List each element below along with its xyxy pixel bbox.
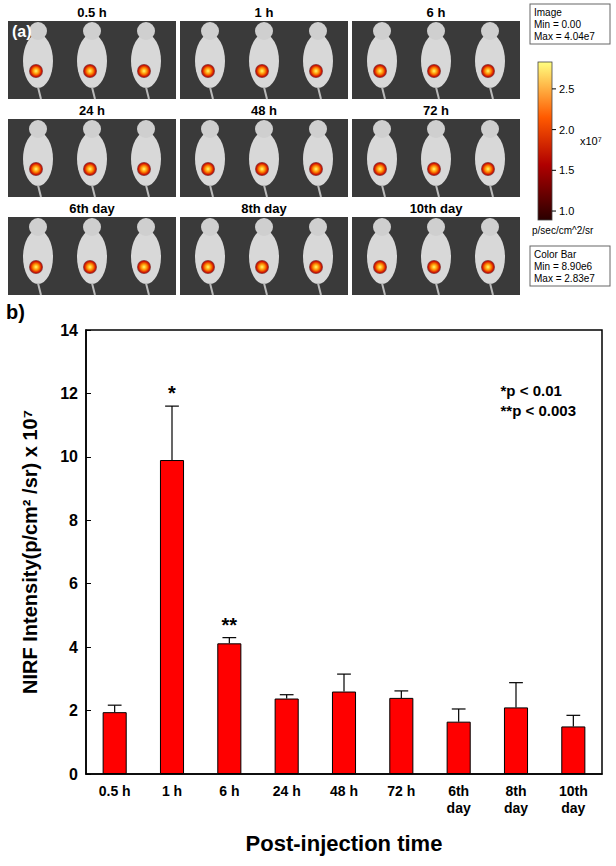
svg-text:24 h: 24 h (273, 783, 301, 799)
svg-text:10th day: 10th day (410, 201, 464, 216)
svg-text:6th day: 6th day (69, 201, 115, 216)
svg-text:**: ** (222, 614, 238, 636)
svg-text:Color Bar: Color Bar (534, 249, 577, 260)
svg-text:(a): (a) (12, 23, 32, 40)
svg-text:72 h: 72 h (423, 103, 449, 118)
svg-text:8th: 8th (506, 783, 527, 799)
svg-text:day: day (504, 800, 528, 816)
svg-text:Max = 4.04e7: Max = 4.04e7 (534, 31, 595, 42)
svg-text:Post-injection time: Post-injection time (246, 831, 443, 856)
svg-text:10th: 10th (559, 783, 588, 799)
svg-text:*p < 0.01: *p < 0.01 (501, 382, 562, 399)
svg-text:Max = 2.83e7: Max = 2.83e7 (534, 273, 595, 284)
svg-text:14: 14 (60, 322, 78, 339)
svg-text:NIRF Intensity(p/cm² /sr) x 10: NIRF Intensity(p/cm² /sr) x 10⁷ (19, 410, 41, 694)
svg-text:Image: Image (534, 7, 562, 18)
svg-text:**p < 0.003: **p < 0.003 (501, 402, 576, 419)
svg-text:6 h: 6 h (427, 5, 446, 20)
svg-text:12: 12 (60, 385, 78, 402)
svg-text:8: 8 (69, 512, 78, 529)
svg-text:*: * (168, 382, 176, 404)
svg-text:48 h: 48 h (251, 103, 277, 118)
svg-text:6: 6 (69, 575, 78, 592)
svg-text:6th: 6th (448, 783, 469, 799)
svg-text:p/sec/cm^2/sr: p/sec/cm^2/sr (532, 225, 594, 236)
svg-text:1 h: 1 h (162, 783, 182, 799)
svg-text:2: 2 (69, 702, 78, 719)
svg-text:0.5 h: 0.5 h (99, 783, 131, 799)
svg-text:6 h: 6 h (219, 783, 239, 799)
svg-text:Min = 8.90e6: Min = 8.90e6 (534, 261, 593, 272)
svg-text:8th day: 8th day (241, 201, 287, 216)
svg-text:1.0: 1.0 (559, 205, 574, 217)
svg-text:10: 10 (60, 448, 78, 465)
svg-text:72 h: 72 h (387, 783, 415, 799)
svg-text:1.5: 1.5 (559, 164, 574, 176)
svg-text:2.5: 2.5 (559, 83, 574, 95)
svg-text:4: 4 (69, 639, 78, 656)
svg-text:Min = 0.00: Min = 0.00 (534, 19, 581, 30)
svg-text:day: day (447, 800, 471, 816)
svg-text:1 h: 1 h (255, 5, 274, 20)
svg-text:b): b) (6, 301, 25, 323)
svg-text:x10⁷: x10⁷ (580, 135, 602, 147)
svg-text:48 h: 48 h (330, 783, 358, 799)
svg-text:day: day (561, 800, 585, 816)
svg-text:0: 0 (69, 766, 78, 783)
svg-text:0.5 h: 0.5 h (77, 5, 107, 20)
svg-text:2.0: 2.0 (559, 124, 574, 136)
svg-text:24 h: 24 h (79, 103, 105, 118)
